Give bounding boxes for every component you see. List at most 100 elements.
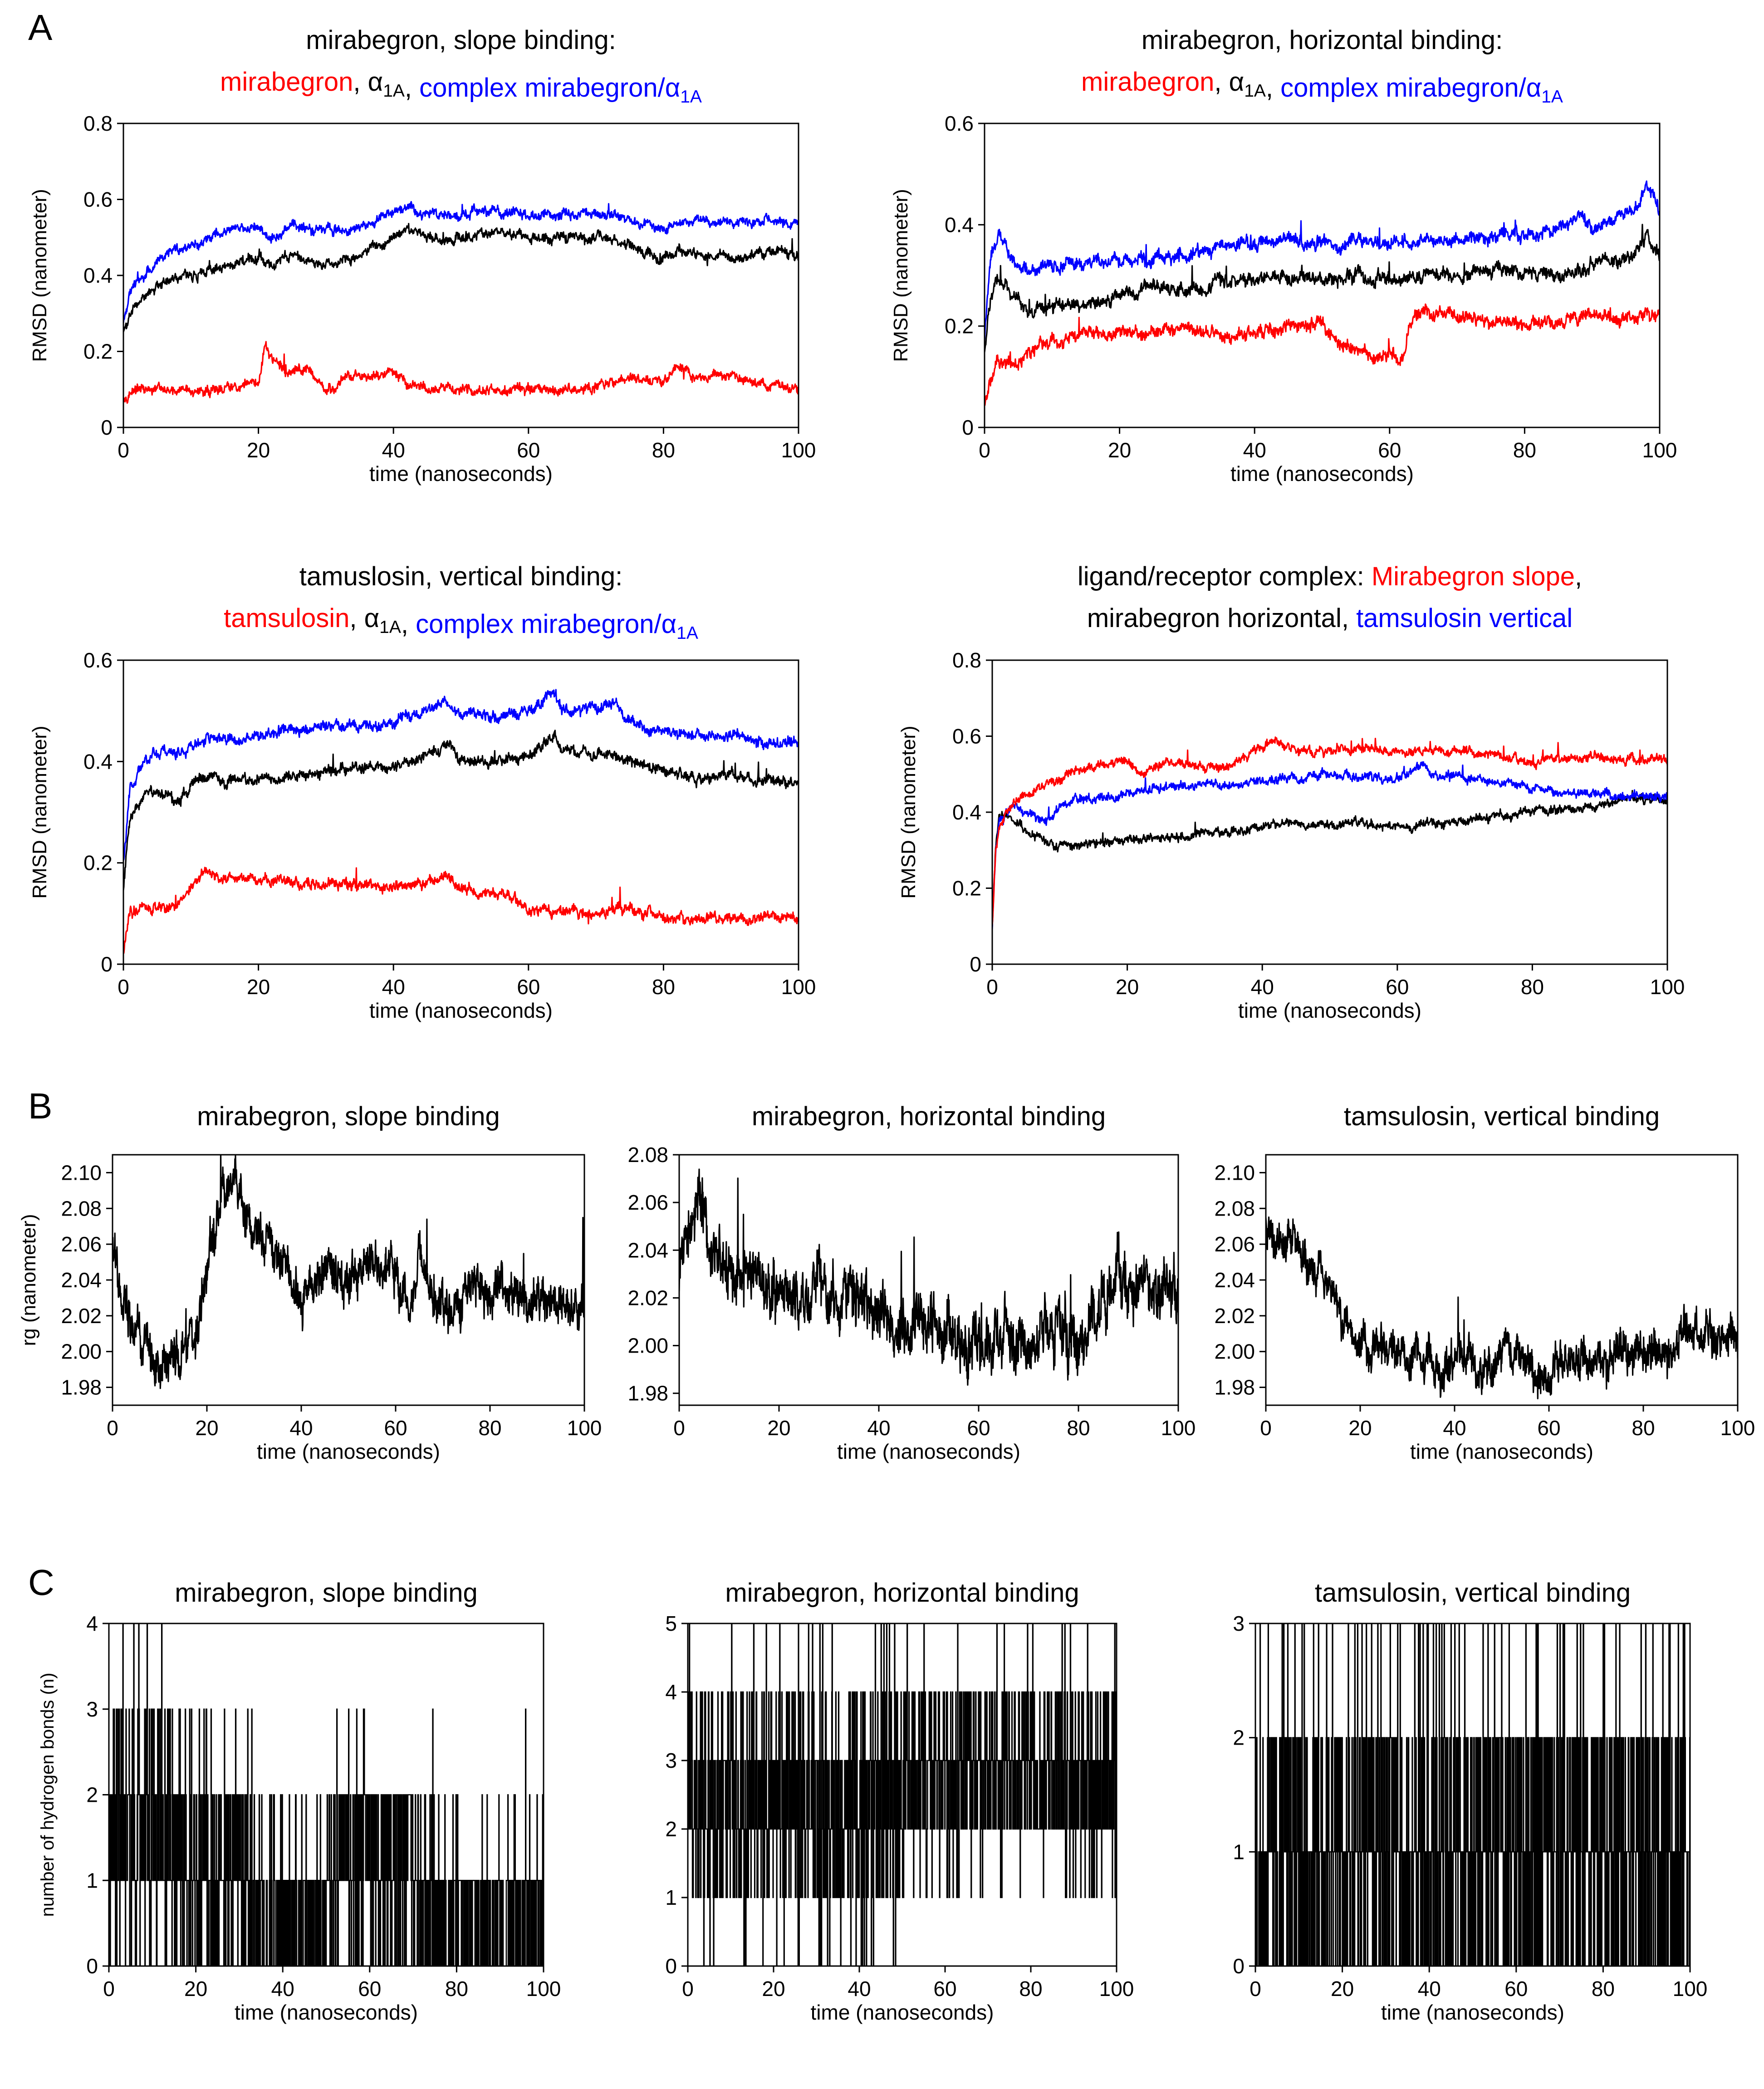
hbond-trace [109, 1623, 544, 1966]
plot-area-b2 [679, 1168, 1178, 1386]
x-tick-label-5: 100 [1650, 975, 1685, 999]
y-axis-label: number of hydrogen bonds (n) [38, 1672, 58, 1917]
chart-title-line2-2: tamsulosin, α1A, complex mirabegron/α1A [224, 603, 698, 643]
y-tick-label-0: 1.98 [1214, 1376, 1255, 1399]
x-tick-label-2: 40 [848, 1977, 871, 2001]
chart-b1: mirabegron, slope binding 0 20 40 60 80 100 1.9… [18, 1102, 602, 1463]
plot-area-a3 [123, 689, 799, 954]
chart-title-line2-1: mirabegron, α1A, complex mirabegron/α1A [1081, 67, 1563, 107]
x-tick-label-1: 20 [184, 1977, 207, 2001]
y-tick-label-1: 0.2 [83, 851, 113, 875]
chart-a2: mirabegron, horizontal binding: mirabegro… [890, 25, 1677, 485]
x-tick-label-3: 60 [1378, 438, 1401, 462]
y-tick-label-2: 0.4 [952, 800, 981, 824]
x-tick-label-2: 40 [867, 1416, 890, 1440]
plot-frame-a4 [991, 659, 1668, 965]
y-tick-label-2: 2.02 [627, 1286, 668, 1309]
chart-title-line1-1: mirabegron, horizontal binding: [1142, 25, 1503, 55]
series-line-0 [123, 341, 799, 404]
x-tick-label-0: 0 [103, 1977, 115, 2001]
chart-c1: mirabegron, slope binding 0 20 40 60 80 100 0 1 2… [38, 1578, 561, 2024]
x-tick-label-0: 0 [118, 438, 129, 462]
y-tick-label-0: 0 [86, 1954, 98, 1978]
panel-label-b: B [28, 1086, 52, 1126]
plot-area-a2 [985, 180, 1660, 406]
y-tick-label-5: 2.08 [1214, 1197, 1255, 1220]
x-axis-label: time (nanoseconds) [1230, 462, 1414, 485]
x-tick-label-3: 60 [517, 975, 540, 999]
y-tick-label-3: 2.04 [61, 1268, 102, 1292]
series-line-1 [992, 761, 1667, 929]
x-tick-label-2: 40 [1251, 975, 1274, 999]
x-tick-label-5: 100 [1161, 1416, 1196, 1440]
x-axis-label: time (nanoseconds) [1410, 1440, 1593, 1463]
x-axis-label: time (nanoseconds) [811, 2001, 994, 2024]
y-tick-label-5: 5 [665, 1612, 677, 1635]
plot-area-a1 [123, 201, 799, 404]
y-tick-label-0: 0 [101, 952, 113, 976]
x-axis-label: time (nanoseconds) [369, 462, 553, 485]
chart-title1-3-part-0: ligand/receptor complex: [1078, 562, 1372, 591]
chart-a1: mirabegron, slope binding:mirabegron, α1… [29, 25, 816, 485]
hbond-trace [1255, 1623, 1690, 1966]
x-tick-label-1: 20 [1108, 438, 1131, 462]
plot-frame-a2 [984, 123, 1661, 428]
x-tick-label-2: 40 [382, 438, 405, 462]
chart-title-line1-0: mirabegron, slope binding: [306, 25, 616, 55]
x-tick-label-1: 20 [1116, 975, 1139, 999]
chart-b3: tamsulosin, vertical binding 0 20 40 60 80 100… [1214, 1102, 1755, 1463]
y-tick-label-6: 2.10 [1214, 1161, 1255, 1184]
y-tick-label-1: 1 [86, 1868, 98, 1892]
chart-title1-3-part-2: , [1575, 562, 1582, 591]
plot-area-b1 [113, 1155, 584, 1389]
y-tick-label-0: 0 [1233, 1954, 1245, 1978]
chart-title2-3-part-0: mirabegron horizontal, [1087, 603, 1356, 633]
chart-title2-1-part-1: , [1214, 67, 1229, 97]
y-tick-label-3: 0.6 [83, 188, 113, 211]
y-tick-label-4: 0.8 [952, 648, 981, 672]
chart-title2-2-part-2: α [364, 603, 380, 633]
series-line-2 [985, 180, 1660, 340]
series-line-0 [123, 867, 799, 954]
x-tick-label-3: 60 [358, 1977, 381, 2001]
x-tick-label-4: 80 [1632, 1416, 1655, 1440]
series-line-0 [1266, 1216, 1738, 1399]
y-tick-label-0: 1.98 [627, 1382, 668, 1405]
panel-label-c: C [28, 1562, 54, 1603]
plot-frame-a3 [122, 659, 799, 965]
x-axis-label: time (nanoseconds) [1238, 999, 1421, 1022]
y-tick-label-1: 1 [1233, 1840, 1245, 1863]
chart-title-5: mirabegron, horizontal binding [752, 1102, 1106, 1131]
x-tick-label-2: 40 [289, 1416, 313, 1440]
plot-area-c3 [1255, 1623, 1690, 1966]
series-line-0 [992, 790, 1667, 927]
x-axis-label: time (nanoseconds) [1381, 2001, 1564, 2024]
x-tick-label-4: 80 [1521, 975, 1544, 999]
plot-frame-c3 [1254, 1623, 1691, 1967]
x-tick-label-4: 80 [478, 1416, 501, 1440]
plot-area-a4 [992, 736, 1667, 929]
y-tick-label-4: 0.8 [83, 112, 113, 135]
x-tick-label-1: 20 [1331, 1977, 1354, 2001]
y-tick-label-2: 0.4 [83, 264, 113, 287]
x-tick-label-1: 20 [1348, 1416, 1372, 1440]
y-tick-label-5: 2.08 [61, 1197, 102, 1220]
y-tick-label-0: 1.98 [61, 1376, 102, 1399]
series-line-0 [113, 1155, 584, 1389]
charts-layer: mirabegron, slope binding: mirabegron, α1… [18, 25, 1755, 2024]
x-tick-label-1: 20 [195, 1416, 218, 1440]
y-tick-label-3: 3 [86, 1697, 98, 1721]
chart-title2-1-part-4: complex mirabegron/α [1280, 73, 1541, 103]
x-tick-label-3: 60 [1386, 975, 1409, 999]
y-tick-label-2: 2 [1233, 1726, 1245, 1750]
series-line-0 [679, 1168, 1178, 1386]
y-tick-label-3: 3 [665, 1749, 677, 1772]
x-tick-label-3: 60 [1504, 1977, 1528, 2001]
y-tick-label-3: 3 [1233, 1612, 1245, 1635]
chart-title-7: mirabegron, slope binding [175, 1578, 477, 1608]
chart-title2-1-part-2: α [1229, 67, 1245, 97]
chart-title2-2-part-1: , [349, 603, 364, 633]
x-tick-label-4: 80 [1067, 1416, 1090, 1440]
chart-title2-0-sub-2: 1A [383, 81, 405, 101]
